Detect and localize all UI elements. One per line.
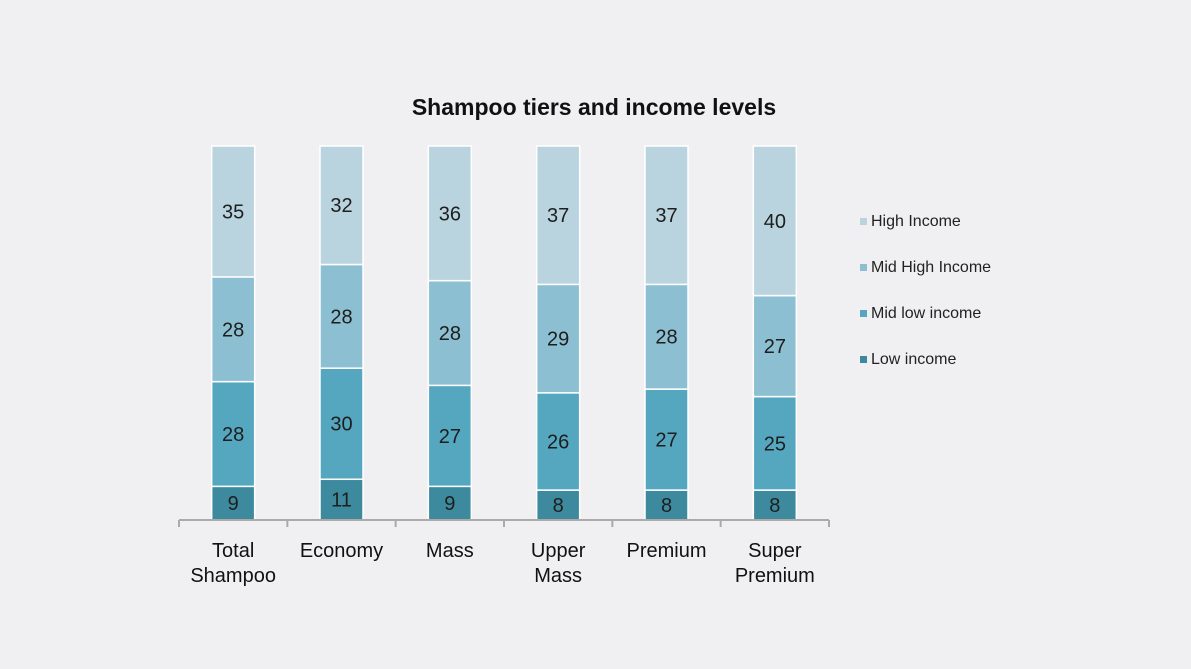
- data-label-premium-low-income: 8: [661, 495, 672, 517]
- legend-swatch-low-income: [860, 356, 867, 363]
- data-label-total-shampoo-mid-low-income: 28: [222, 424, 244, 446]
- data-label-premium-high-income: 37: [655, 205, 677, 227]
- data-label-super-premium-mid-high-income: 27: [764, 336, 786, 358]
- category-label-upper-mass: Upper Mass: [531, 540, 586, 587]
- bar-segment-mass-mid-high-income: [427, 279, 473, 387]
- bar-segment-premium-mid-low-income: [644, 388, 689, 491]
- bar-segment-premium-low-income: [644, 489, 689, 521]
- data-label-super-premium-mid-low-income: 25: [764, 433, 786, 455]
- legend-label-mid-low-income: Mid low income: [871, 305, 981, 322]
- bar-segment-total-shampoo-high-income: [210, 145, 256, 278]
- data-label-mass-mid-low-income: 27: [439, 426, 461, 448]
- category-label-super-premium: Super Premium: [735, 540, 815, 587]
- data-label-total-shampoo-low-income: 9: [228, 493, 239, 515]
- data-label-upper-mass-high-income: 37: [547, 205, 569, 227]
- data-label-economy-mid-high-income: 28: [330, 306, 352, 328]
- legend: High Income Mid High Income Mid low income…: [860, 213, 991, 368]
- bar-segment-economy-mid-high-income: [319, 263, 364, 369]
- category-label-mass: Mass: [426, 540, 474, 562]
- data-label-mass-high-income: 36: [439, 203, 461, 225]
- legend-swatch-mid-high-income: [860, 264, 867, 271]
- bar-segment-total-shampoo-mid-low-income: [210, 380, 256, 488]
- chart-title: Shampoo tiers and income levels: [412, 94, 776, 120]
- legend-label-low-income: Low income: [871, 351, 956, 368]
- data-label-premium-mid-high-income: 28: [655, 327, 677, 349]
- bar-segment-economy-mid-low-income: [319, 367, 364, 481]
- data-label-mass-mid-high-income: 28: [439, 323, 461, 345]
- data-label-economy-low-income: 11: [331, 490, 352, 512]
- bar-segment-upper-mass-mid-high-income: [535, 283, 581, 394]
- category-label-total-shampoo: Total Shampoo: [190, 540, 276, 587]
- data-label-total-shampoo-high-income: 35: [222, 201, 244, 223]
- legend-swatch-mid-low-income: [860, 310, 867, 317]
- legend-label-high-income: High Income: [871, 213, 961, 230]
- x-axis: [178, 519, 830, 527]
- category-label-economy: Economy: [300, 540, 383, 562]
- bar-segment-super-premium-mid-high-income: [752, 294, 798, 398]
- category-labels: Total Shampoo Economy Mass Upper Mass Premium S…: [190, 540, 814, 587]
- bar-segment-mass-mid-low-income: [427, 384, 473, 488]
- legend-swatch-high-income: [860, 218, 867, 225]
- bar-segment-super-premium-high-income: [752, 145, 798, 297]
- data-label-economy-high-income: 32: [330, 195, 352, 217]
- category-label-premium: Premium: [626, 540, 706, 562]
- legend-label-mid-high-income: Mid High Income: [871, 259, 991, 276]
- data-label-premium-mid-low-income: 27: [655, 430, 677, 452]
- data-label-mass-low-income: 9: [444, 493, 455, 515]
- bar-segment-premium-high-income: [644, 145, 689, 286]
- bar-segment-premium-mid-high-income: [644, 283, 689, 390]
- data-label-super-premium-high-income: 40: [764, 211, 786, 233]
- data-label-economy-mid-low-income: 30: [330, 414, 352, 436]
- bars-group: 9 28 28 35 11 30 28 32 9 27 28 36 8 26 29 37 8 27 28 37 8 25 2…: [210, 145, 798, 521]
- bar-segment-mass-high-income: [427, 145, 473, 282]
- data-label-upper-mass-mid-low-income: 26: [547, 431, 569, 453]
- data-label-upper-mass-low-income: 8: [553, 495, 564, 517]
- bar-segment-upper-mass-high-income: [535, 145, 581, 286]
- bar-segment-economy-high-income: [319, 145, 364, 266]
- data-label-upper-mass-mid-high-income: 29: [547, 329, 569, 351]
- data-label-total-shampoo-mid-high-income: 28: [222, 319, 244, 341]
- data-label-super-premium-low-income: 8: [769, 495, 780, 517]
